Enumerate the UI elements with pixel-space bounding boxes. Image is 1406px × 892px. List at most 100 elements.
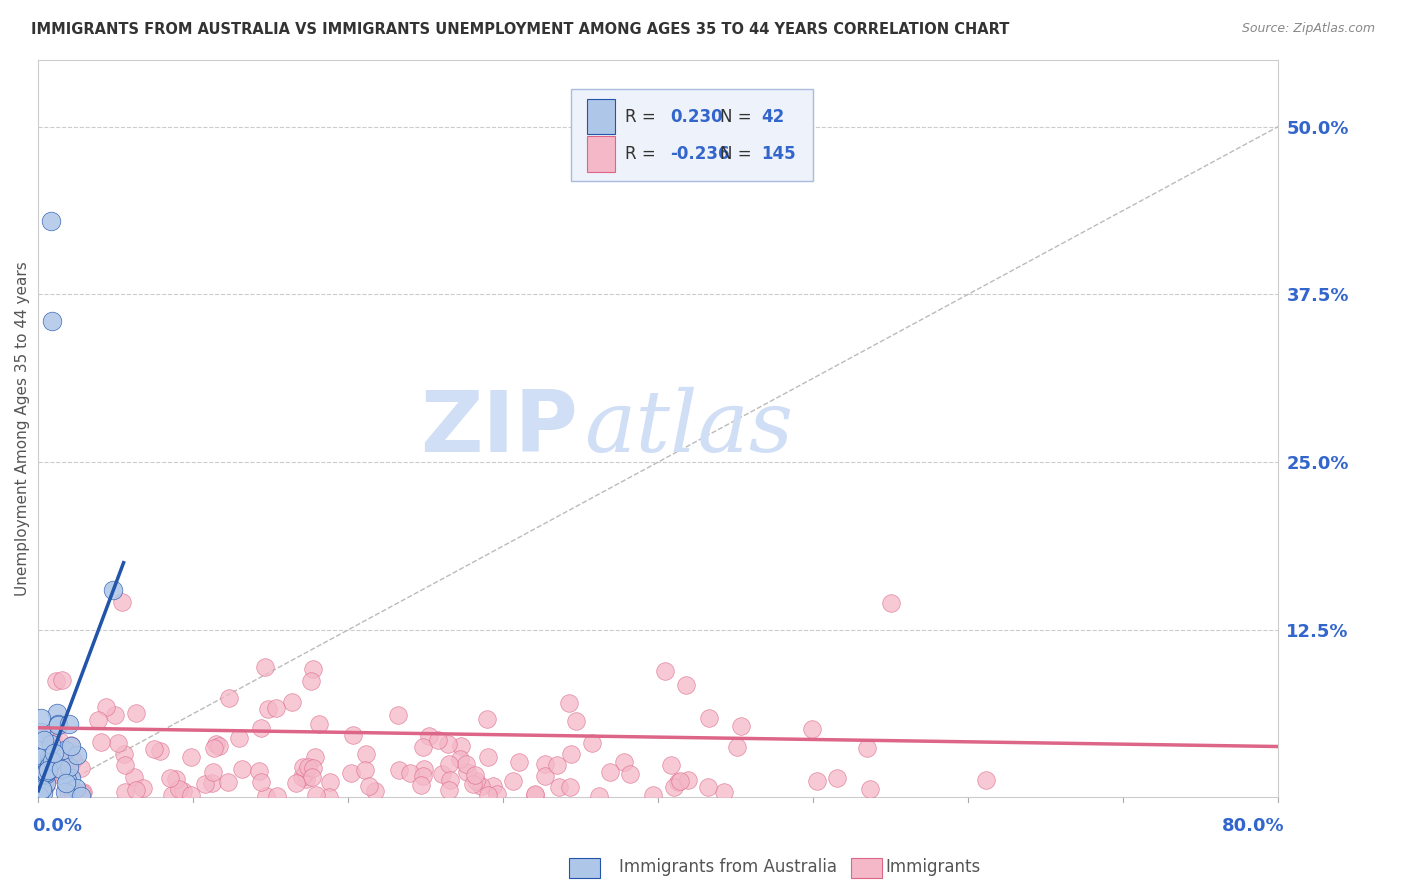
- Point: [34, 780, 56, 794]
- Text: Immigrants: Immigrants: [886, 858, 981, 876]
- Point: [38, 759, 60, 773]
- Point: [35, 764, 58, 779]
- Point: [482, 780, 505, 794]
- Point: [295, 772, 318, 786]
- Point: [534, 769, 557, 783]
- Point: [42, 747, 65, 761]
- Point: [249, 774, 271, 789]
- Text: R =: R =: [624, 108, 661, 126]
- Point: [533, 756, 555, 771]
- Point: [801, 723, 824, 737]
- Point: [72, 786, 94, 800]
- Text: 80.0%: 80.0%: [1222, 817, 1284, 835]
- Point: [725, 740, 748, 755]
- Point: [42, 746, 65, 760]
- Point: [194, 777, 217, 791]
- Point: [62, 753, 84, 767]
- Point: [131, 781, 153, 796]
- Point: [70, 789, 93, 803]
- Point: [104, 708, 127, 723]
- Point: [806, 774, 828, 789]
- Text: 42: 42: [761, 108, 785, 126]
- Point: [437, 737, 460, 751]
- Point: [201, 764, 224, 779]
- Point: [41, 731, 63, 746]
- Text: atlas: atlas: [583, 387, 793, 470]
- Point: [502, 773, 524, 788]
- Point: [60, 739, 83, 754]
- Text: 145: 145: [761, 145, 796, 163]
- Point: [565, 714, 588, 728]
- Point: [659, 757, 682, 772]
- Point: [412, 740, 434, 755]
- Point: [114, 784, 136, 798]
- Point: [39, 737, 62, 751]
- Point: [143, 741, 166, 756]
- Point: [676, 773, 699, 788]
- Point: [508, 755, 530, 769]
- Point: [266, 789, 288, 804]
- Point: [41, 314, 63, 328]
- Point: [28, 789, 51, 803]
- Point: [58, 759, 80, 773]
- Point: [387, 707, 409, 722]
- Point: [46, 706, 69, 720]
- FancyBboxPatch shape: [571, 89, 813, 181]
- Text: 0.0%: 0.0%: [32, 817, 82, 835]
- Point: [62, 788, 84, 802]
- Point: [855, 740, 877, 755]
- Point: [124, 783, 146, 797]
- Point: [254, 789, 277, 803]
- Point: [30, 711, 52, 725]
- Point: [308, 717, 330, 731]
- Point: [697, 711, 720, 725]
- Point: [218, 690, 240, 705]
- Point: [302, 662, 325, 676]
- Point: [301, 761, 323, 775]
- Point: [28, 778, 51, 792]
- Point: [172, 784, 194, 798]
- Point: [581, 736, 603, 750]
- Point: [35, 775, 58, 789]
- Point: [696, 780, 718, 794]
- Point: [37, 763, 59, 777]
- Point: [340, 766, 363, 780]
- Point: [124, 770, 146, 784]
- Point: [72, 785, 94, 799]
- Point: [205, 737, 228, 751]
- Point: [643, 789, 665, 803]
- Point: [32, 767, 55, 781]
- Text: 0.230: 0.230: [671, 108, 723, 126]
- Point: [319, 775, 342, 789]
- Text: N =: N =: [720, 145, 756, 163]
- Point: [46, 716, 69, 731]
- Point: [264, 701, 287, 715]
- Point: [90, 735, 112, 749]
- Point: [38, 750, 60, 764]
- Point: [354, 747, 377, 761]
- Point: [165, 772, 187, 787]
- Y-axis label: Unemployment Among Ages 35 to 44 years: Unemployment Among Ages 35 to 44 years: [15, 261, 30, 596]
- Point: [669, 774, 692, 789]
- Point: [28, 729, 51, 743]
- Text: Source: ZipAtlas.com: Source: ZipAtlas.com: [1241, 22, 1375, 36]
- Point: [159, 771, 181, 785]
- Point: [34, 733, 56, 747]
- Point: [294, 766, 316, 780]
- Point: [101, 582, 124, 597]
- Point: [45, 674, 67, 689]
- Text: ZIP: ZIP: [420, 387, 578, 470]
- Point: [613, 755, 636, 769]
- Point: [437, 756, 460, 771]
- Text: Immigrants from Australia: Immigrants from Australia: [619, 858, 837, 876]
- Point: [662, 780, 685, 794]
- Point: [34, 767, 56, 781]
- Point: [53, 743, 76, 757]
- Point: [291, 760, 314, 774]
- Point: [56, 785, 79, 799]
- Point: [52, 753, 75, 767]
- Point: [48, 732, 70, 747]
- Point: [107, 736, 129, 750]
- Point: [231, 762, 253, 776]
- Point: [304, 788, 326, 802]
